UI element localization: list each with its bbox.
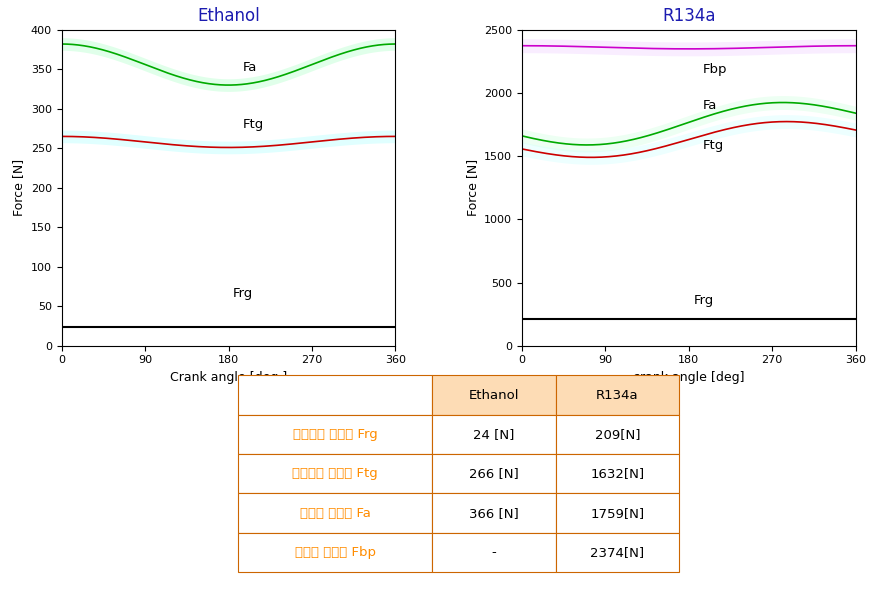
Bar xyxy=(432,454,556,493)
Title: Ethanol: Ethanol xyxy=(198,8,260,26)
Text: Fa: Fa xyxy=(243,61,257,74)
Text: Frg: Frg xyxy=(693,294,714,307)
Bar xyxy=(556,533,679,572)
Y-axis label: Force [N]: Force [N] xyxy=(466,159,479,216)
Text: 2374[N]: 2374[N] xyxy=(590,546,645,559)
X-axis label: Crank angle [deg.]: Crank angle [deg.] xyxy=(170,371,288,384)
Bar xyxy=(556,454,679,493)
Bar xyxy=(556,415,679,454)
Text: Ftg: Ftg xyxy=(703,139,724,151)
Bar xyxy=(432,493,556,533)
Title: R134a: R134a xyxy=(662,8,715,26)
Bar xyxy=(238,454,432,493)
Text: -: - xyxy=(491,546,497,559)
Text: Frg: Frg xyxy=(233,287,253,300)
Bar xyxy=(432,375,556,415)
Text: 축방향 배압력 Fbp: 축방향 배압력 Fbp xyxy=(295,546,376,559)
Bar xyxy=(238,415,432,454)
Bar xyxy=(238,533,432,572)
X-axis label: crank angle [deg]: crank angle [deg] xyxy=(633,371,744,384)
Bar xyxy=(556,493,679,533)
Bar xyxy=(556,375,679,415)
Text: 반경방향 가스력 Frg: 반경방향 가스력 Frg xyxy=(293,428,377,441)
Text: 266 [N]: 266 [N] xyxy=(469,467,519,480)
Text: Fa: Fa xyxy=(703,100,717,113)
Text: 1632[N]: 1632[N] xyxy=(590,467,645,480)
Text: Ftg: Ftg xyxy=(243,118,264,131)
Bar xyxy=(432,533,556,572)
Bar xyxy=(238,493,432,533)
Text: 축방향 가스력 Fa: 축방향 가스력 Fa xyxy=(300,507,370,520)
Text: Fbp: Fbp xyxy=(703,63,727,76)
Text: 24 [N]: 24 [N] xyxy=(474,428,514,441)
Text: 209[N]: 209[N] xyxy=(594,428,640,441)
Bar xyxy=(238,375,432,415)
Text: R134a: R134a xyxy=(596,389,639,402)
Text: 366 [N]: 366 [N] xyxy=(469,507,519,520)
Text: Ethanol: Ethanol xyxy=(468,389,519,402)
Text: 접선방향 가스력 Ftg: 접선방향 가스력 Ftg xyxy=(292,467,378,480)
Bar xyxy=(432,415,556,454)
Y-axis label: Force [N]: Force [N] xyxy=(12,159,26,216)
Text: 1759[N]: 1759[N] xyxy=(590,507,645,520)
